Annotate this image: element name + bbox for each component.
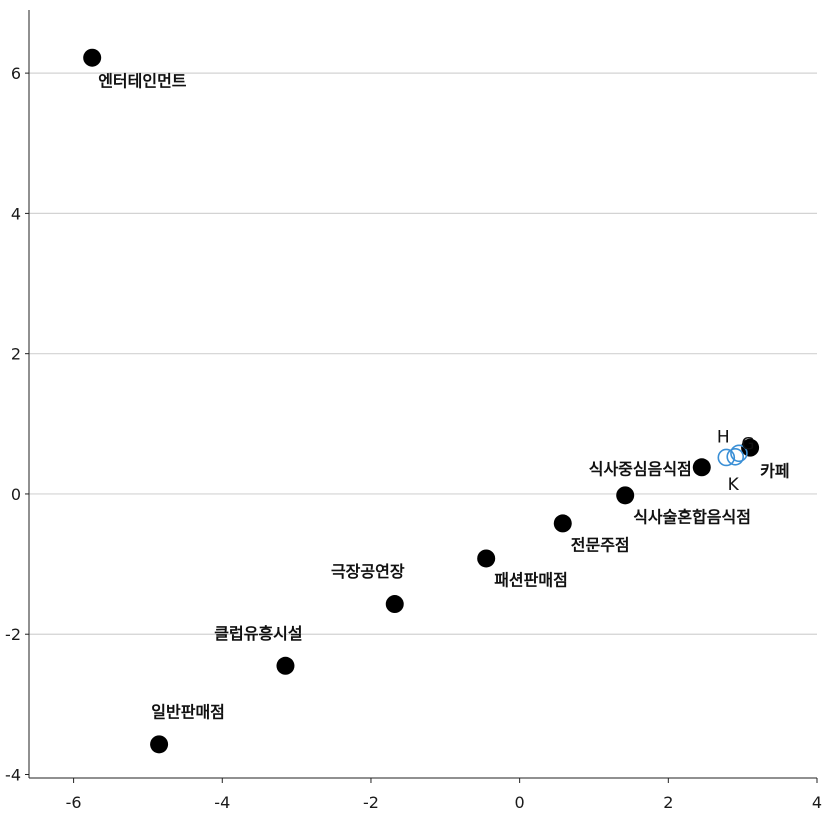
x-tick-label: 4: [812, 793, 822, 812]
y-tick-label: 6: [11, 64, 21, 83]
point-label: 패션판매점: [494, 570, 568, 589]
tick-marks: [25, 72, 818, 783]
y-tick-label: 2: [11, 345, 21, 364]
point-label: 식사술혼합음식점: [633, 507, 751, 526]
y-tick-label: 0: [11, 485, 21, 504]
point-label: 일반판매점: [151, 702, 225, 721]
point-label: 카페: [760, 462, 789, 481]
grid-lines: [29, 72, 817, 635]
point-label: 극장공연장: [331, 562, 405, 581]
y-tick-label: 4: [11, 204, 21, 223]
point-label: 식사중심음식점: [589, 459, 692, 478]
x-tick-label: 2: [663, 793, 673, 812]
point-label: H: [717, 427, 730, 447]
point-label: 클럽유흥시설: [214, 624, 302, 643]
data-point: [83, 48, 102, 67]
x-tick-label: 0: [515, 793, 525, 812]
tick-labels: -4 -2 0 2 4 6 -6 -4 -2 0 2 4: [5, 64, 822, 812]
data-point: [692, 458, 711, 477]
y-tick-label: -4: [5, 765, 21, 784]
x-tick-label: -6: [66, 793, 82, 812]
x-tick-label: -2: [363, 793, 379, 812]
y-tick-label: -2: [5, 625, 21, 644]
data-point: [741, 438, 760, 457]
point-label: G: [741, 434, 754, 454]
data-point: [385, 595, 404, 614]
point-label: K: [728, 475, 740, 495]
data-point: [150, 735, 169, 754]
data-point: [616, 486, 635, 505]
x-tick-label: -4: [214, 793, 230, 812]
data-point: [477, 549, 496, 568]
data-point-open: [717, 448, 736, 467]
data-point-open: [730, 444, 748, 463]
data-point: [553, 514, 572, 533]
point-label: 전문주점: [571, 535, 630, 554]
point-label: 엔터테인먼트: [98, 72, 187, 91]
data-point: [276, 656, 295, 675]
data-points: [83, 48, 760, 754]
data-point-open: [726, 447, 745, 466]
